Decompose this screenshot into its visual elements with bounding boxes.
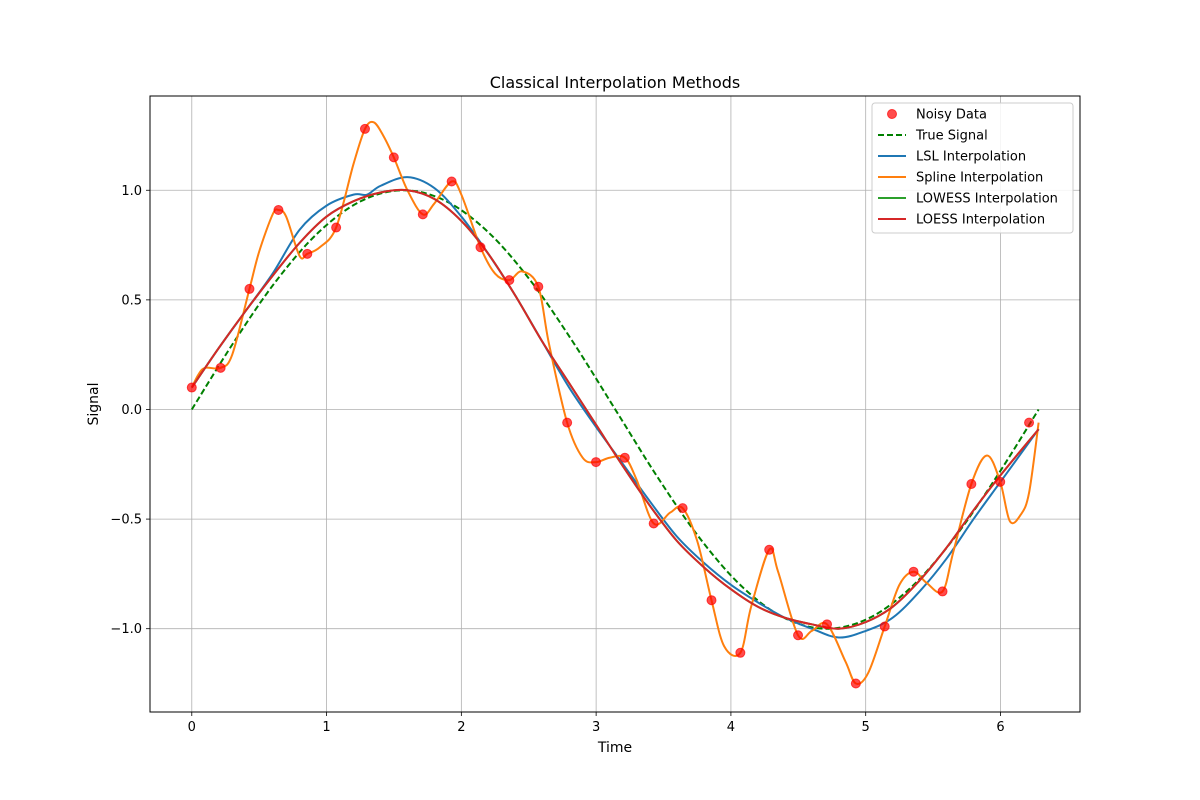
legend-label: LOESS Interpolation (916, 213, 1045, 228)
noisy-data-point (793, 630, 804, 641)
noisy-data-point (1024, 417, 1035, 428)
noisy-data-points (186, 123, 1035, 689)
x-tick-label: 2 (457, 720, 465, 735)
noisy-data-point (764, 544, 775, 555)
noisy-data-point (504, 275, 515, 286)
y-tick-label: −1.0 (110, 622, 142, 637)
noisy-data-point (417, 209, 428, 220)
x-tick-label: 5 (862, 720, 870, 735)
noisy-data-point (331, 222, 342, 233)
noisy-data-point (850, 678, 861, 689)
noisy-data-point (533, 281, 544, 292)
noisy-data-point (359, 123, 370, 134)
noisy-data-point (446, 176, 457, 187)
noisy-data-point (995, 476, 1006, 487)
noisy-data-point (619, 452, 630, 463)
true-signal-line (190, 189, 1040, 630)
noisy-data-point (186, 382, 197, 393)
noisy-data-point (388, 152, 399, 163)
noisy-data-point (879, 621, 890, 632)
noisy-data-point (937, 586, 948, 597)
legend-marker (887, 109, 897, 119)
x-tick-label: 1 (322, 720, 330, 735)
loess-interpolation-line (190, 188, 1040, 630)
noisy-data-point (735, 647, 746, 658)
noisy-data-point (648, 518, 659, 529)
legend-box (871, 102, 1074, 234)
chart-title: Classical Interpolation Methods (490, 73, 741, 92)
y-tick-label: 1.0 (121, 184, 142, 199)
noisy-data-point (475, 242, 486, 253)
noisy-data-point (273, 204, 284, 215)
noisy-data-point (215, 362, 226, 373)
y-tick-label: 0.0 (121, 403, 142, 418)
noisy-data-point (966, 479, 977, 490)
legend-label: LSL Interpolation (916, 150, 1026, 165)
x-tick-label: 3 (592, 720, 600, 735)
x-tick-label: 0 (188, 720, 196, 735)
legend-label: True Signal (915, 129, 988, 144)
x-axis-label: Time (597, 740, 632, 756)
noisy-data-point (562, 417, 573, 428)
axis-ticks: 0 1 2 3 4 5 6 −1.0 −0.5 0.0 0.5 1.0 (110, 184, 1004, 735)
legend-label: Spline Interpolation (916, 171, 1043, 186)
y-axis-label: Signal (86, 382, 102, 425)
x-tick-label: 4 (727, 720, 735, 735)
legend-label: LOWESS Interpolation (916, 192, 1058, 207)
legend-label: Noisy Data (916, 108, 987, 123)
x-tick-label: 6 (996, 720, 1004, 735)
noisy-data-point (908, 566, 919, 577)
noisy-data-point (677, 503, 688, 514)
noisy-data-point (706, 595, 717, 606)
noisy-data-point (244, 283, 255, 294)
y-tick-label: 0.5 (121, 293, 142, 308)
plot-frame (149, 95, 1081, 713)
noisy-data-point (302, 248, 313, 259)
noisy-data-point (822, 619, 833, 630)
y-tick-label: −0.5 (110, 513, 142, 528)
legend: Noisy Data True Signal LSL Interpolation Sp… (871, 102, 1074, 234)
noisy-data-point (590, 457, 601, 468)
